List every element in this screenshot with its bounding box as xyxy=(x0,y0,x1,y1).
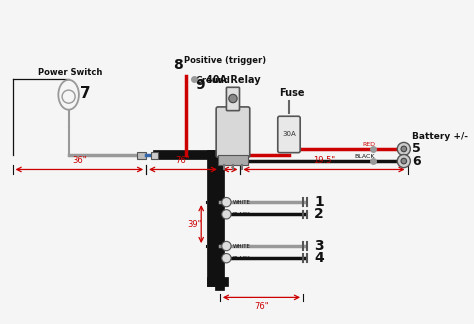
Circle shape xyxy=(397,142,410,156)
Text: 4.5": 4.5" xyxy=(222,156,238,165)
Circle shape xyxy=(229,94,237,103)
Text: BLACK: BLACK xyxy=(233,256,251,261)
Circle shape xyxy=(222,253,231,263)
Text: WHITE: WHITE xyxy=(233,244,251,249)
Text: 2: 2 xyxy=(314,207,324,221)
Text: 8: 8 xyxy=(173,58,183,72)
FancyBboxPatch shape xyxy=(216,107,250,157)
Text: 30A: 30A xyxy=(282,131,296,137)
Text: 76": 76" xyxy=(176,156,190,165)
FancyBboxPatch shape xyxy=(137,152,146,159)
Text: 39": 39" xyxy=(187,220,201,229)
Circle shape xyxy=(222,241,231,251)
Text: Ground: Ground xyxy=(196,76,230,86)
FancyBboxPatch shape xyxy=(151,152,158,159)
Text: 4: 4 xyxy=(314,251,324,265)
Circle shape xyxy=(401,146,407,152)
FancyBboxPatch shape xyxy=(227,87,239,110)
Text: 6: 6 xyxy=(412,155,421,168)
Text: Power Switch: Power Switch xyxy=(38,68,103,77)
Circle shape xyxy=(401,158,407,164)
Circle shape xyxy=(222,210,231,219)
Text: 36": 36" xyxy=(72,156,87,165)
Text: Positive (trigger): Positive (trigger) xyxy=(184,56,266,65)
Text: 40A Relay: 40A Relay xyxy=(206,75,260,85)
Text: 3: 3 xyxy=(314,239,324,253)
Text: 9: 9 xyxy=(196,78,205,92)
Text: 1: 1 xyxy=(314,195,324,209)
Circle shape xyxy=(222,198,231,207)
FancyBboxPatch shape xyxy=(218,156,248,165)
Text: RED: RED xyxy=(362,142,375,147)
Text: BLACK: BLACK xyxy=(355,154,375,159)
Text: Fuse: Fuse xyxy=(279,87,304,98)
Text: Battery +/-: Battery +/- xyxy=(412,133,468,142)
Text: 19.5": 19.5" xyxy=(313,156,335,165)
Text: BLACK: BLACK xyxy=(233,212,251,217)
Text: 5: 5 xyxy=(412,143,421,156)
Text: 76": 76" xyxy=(254,302,269,311)
Text: WHITE: WHITE xyxy=(233,200,251,205)
FancyBboxPatch shape xyxy=(278,116,300,153)
Text: 7: 7 xyxy=(80,86,91,101)
Circle shape xyxy=(397,155,410,168)
